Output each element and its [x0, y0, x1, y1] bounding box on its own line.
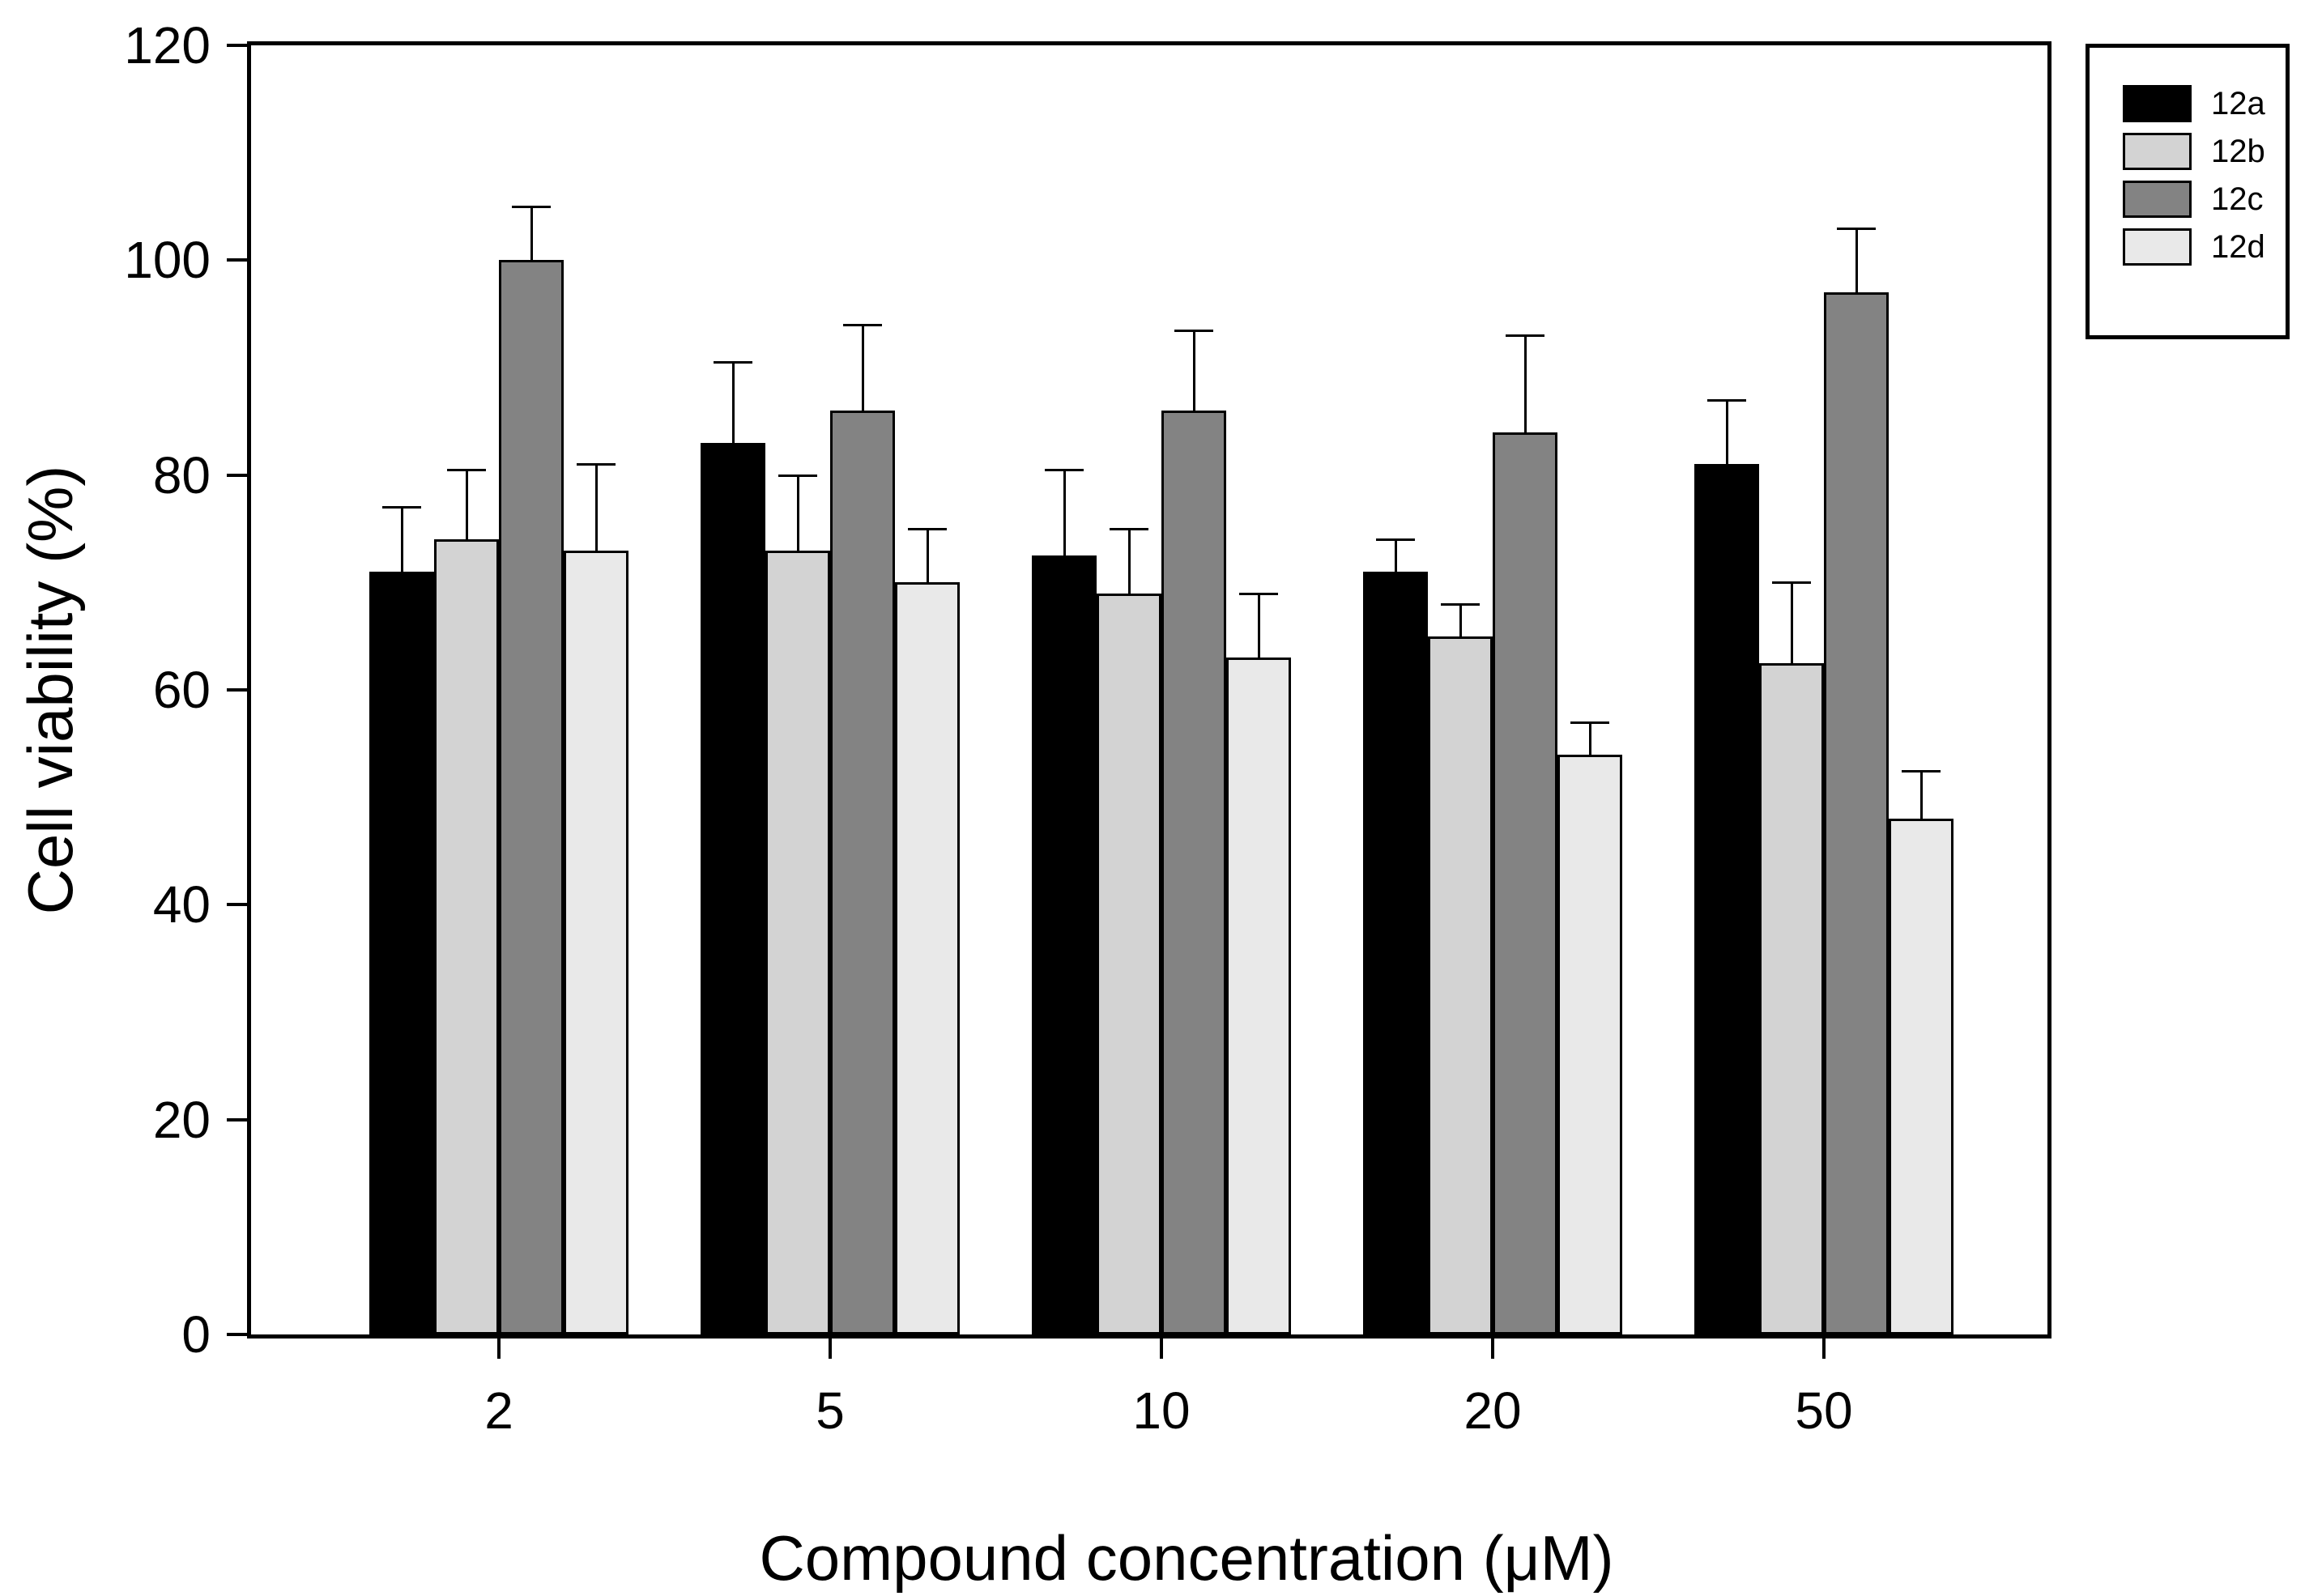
- error-bar-line-12d-5: [926, 529, 929, 583]
- bar-12c-20: [1493, 432, 1557, 1334]
- y-tick-label-120: 120: [124, 16, 211, 74]
- error-bar-line-12c-2: [530, 206, 533, 261]
- bar-12a-20: [1363, 572, 1428, 1334]
- bar-12b-50: [1759, 662, 1824, 1334]
- error-bar-line-12b-2: [465, 470, 468, 540]
- x-axis-title: Compound concentration (μM): [759, 1522, 1614, 1594]
- error-bar-cap-12a-50: [1707, 398, 1746, 402]
- error-bar-line-12a-10: [1063, 470, 1066, 556]
- x-tick-label-10: 10: [1132, 1381, 1191, 1440]
- bar-12d-10: [1226, 658, 1291, 1334]
- y-tick-label-20: 20: [152, 1090, 211, 1149]
- y-tick-mark-60: [227, 688, 249, 692]
- error-bar-cap-12b-20: [1441, 602, 1480, 606]
- legend-swatch-12c: [2123, 181, 2192, 218]
- x-tick-label-5: 5: [816, 1381, 845, 1440]
- y-tick-mark-80: [227, 473, 249, 477]
- error-bar-line-12a-50: [1725, 399, 1728, 465]
- bar-12d-5: [895, 582, 960, 1334]
- legend-item-12b: 12b: [2123, 133, 2286, 170]
- legend-label-12a: 12a: [2211, 86, 2265, 121]
- error-bar-cap-12c-10: [1174, 329, 1213, 332]
- error-bar-line-12c-5: [861, 324, 864, 411]
- legend-item-12d: 12d: [2123, 228, 2286, 266]
- x-tick-label-50: 50: [1795, 1381, 1853, 1440]
- error-bar-line-12c-20: [1523, 335, 1527, 432]
- legend-item-12a: 12a: [2123, 85, 2286, 122]
- legend-swatch-12d: [2123, 228, 2192, 266]
- error-bar-cap-12c-5: [843, 323, 882, 326]
- bar-12b-20: [1428, 636, 1493, 1334]
- error-bar-cap-12a-5: [714, 361, 752, 364]
- error-bar-cap-12b-10: [1110, 528, 1148, 530]
- error-bar-cap-12d-10: [1239, 592, 1278, 595]
- error-bar-cap-12c-2: [512, 206, 551, 208]
- legend-label-12d: 12d: [2211, 229, 2265, 265]
- bar-12c-10: [1161, 411, 1226, 1334]
- error-bar-cap-12b-2: [447, 469, 486, 472]
- error-bar-cap-12a-20: [1376, 538, 1415, 542]
- bar-12a-2: [369, 572, 434, 1334]
- y-tick-label-80: 80: [152, 445, 211, 504]
- legend-box: 12a 12b 12c 12d: [2086, 44, 2290, 339]
- error-bar-line-12c-50: [1855, 228, 1858, 293]
- bar-12c-5: [830, 411, 895, 1334]
- x-tick-label-2: 2: [484, 1381, 513, 1440]
- error-bar-line-12d-10: [1257, 593, 1260, 658]
- bar-12d-50: [1889, 819, 1953, 1334]
- x-tick-mark-5: [829, 1336, 832, 1359]
- bar-12a-5: [701, 442, 765, 1334]
- bar-12b-5: [765, 550, 830, 1334]
- error-bar-line-12d-20: [1588, 721, 1591, 755]
- error-bar-line-12c-10: [1192, 330, 1195, 411]
- y-tick-mark-100: [227, 258, 249, 262]
- legend-swatch-12b: [2123, 133, 2192, 170]
- error-bar-cap-12b-5: [778, 474, 817, 477]
- error-bar-line-12b-20: [1459, 603, 1462, 636]
- bar-12b-10: [1097, 593, 1161, 1334]
- error-bar-line-12a-2: [400, 507, 403, 572]
- bar-12c-2: [499, 260, 564, 1334]
- error-bar-cap-12d-20: [1570, 721, 1609, 724]
- error-bar-cap-12c-50: [1837, 227, 1876, 230]
- error-bar-line-12d-2: [594, 464, 598, 551]
- legend-label-12b: 12b: [2211, 134, 2265, 169]
- error-bar-line-12b-10: [1127, 529, 1131, 594]
- y-tick-mark-120: [227, 44, 249, 47]
- error-bar-line-12a-5: [731, 362, 735, 443]
- bar-12c-50: [1824, 292, 1889, 1334]
- x-tick-mark-20: [1491, 1336, 1494, 1359]
- y-tick-label-0: 0: [181, 1305, 211, 1364]
- error-bar-cap-12a-2: [382, 506, 421, 509]
- error-bar-line-12b-50: [1790, 582, 1793, 663]
- y-tick-label-60: 60: [152, 661, 211, 719]
- error-bar-line-12b-5: [796, 475, 799, 551]
- y-tick-mark-0: [227, 1333, 249, 1336]
- y-tick-mark-40: [227, 903, 249, 907]
- x-tick-mark-50: [1822, 1336, 1826, 1359]
- error-bar-line-12a-20: [1394, 539, 1397, 572]
- bar-12d-2: [564, 550, 628, 1334]
- error-bar-cap-12d-5: [908, 528, 947, 530]
- error-bar-cap-12b-50: [1772, 581, 1811, 585]
- y-tick-label-40: 40: [152, 875, 211, 934]
- legend-swatch-12a: [2123, 85, 2192, 122]
- x-tick-mark-10: [1160, 1336, 1163, 1359]
- x-tick-label-20: 20: [1463, 1381, 1522, 1440]
- y-tick-mark-20: [227, 1117, 249, 1121]
- legend-label-12c: 12c: [2211, 181, 2264, 217]
- bar-12d-20: [1557, 754, 1622, 1334]
- bar-12a-50: [1694, 464, 1759, 1334]
- bar-12b-2: [434, 539, 499, 1334]
- error-bar-cap-12d-2: [577, 463, 616, 466]
- legend-item-12c: 12c: [2123, 181, 2286, 218]
- error-bar-line-12d-50: [1919, 770, 1923, 819]
- y-tick-label-100: 100: [124, 231, 211, 290]
- x-tick-mark-2: [497, 1336, 501, 1359]
- error-bar-cap-12a-10: [1045, 469, 1084, 472]
- bar-12a-10: [1032, 555, 1097, 1334]
- error-bar-cap-12d-50: [1902, 769, 1941, 772]
- error-bar-cap-12c-20: [1506, 334, 1544, 338]
